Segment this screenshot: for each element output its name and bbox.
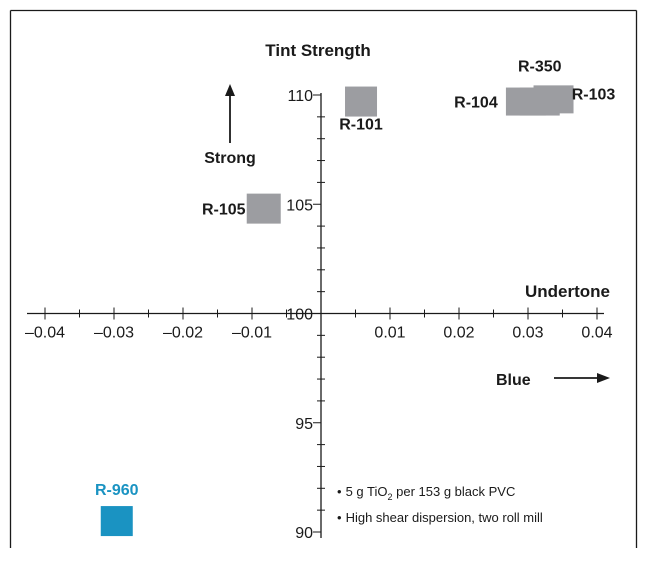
data-label-r-960: R-960 (95, 482, 139, 499)
note-2-text: High shear dispersion, two roll mill (346, 510, 543, 525)
data-label-r-350: R-350 (518, 59, 562, 76)
data-label-r-104: R-104 (454, 95, 498, 112)
x-tick-label: –0.02 (163, 325, 203, 342)
y-tick-label: 95 (295, 416, 313, 433)
strong-arrow-head-icon (225, 84, 235, 96)
note-1-bullet: • (337, 484, 342, 499)
y-tick-label: 105 (286, 197, 313, 214)
blue-label: Blue (496, 372, 531, 389)
blue-arrow-head-icon (597, 373, 610, 383)
note-1: • 5 g TiO2 per 153 g black PVC (337, 484, 515, 502)
note-1-subscript: 2 (387, 492, 392, 502)
note-1-suffix: per 153 g black PVC (393, 484, 516, 499)
x-tick-label: –0.03 (94, 325, 134, 342)
note-2: • High shear dispersion, two roll mill (337, 510, 543, 525)
data-point-r-103 (533, 85, 574, 114)
data-point-labels: R-101 R-104 R-350 R-103 R-105 R-960 (95, 59, 615, 500)
data-point-r-960 (100, 506, 133, 537)
y-tick-label: 100 (286, 307, 313, 324)
data-label-r-103: R-103 (572, 86, 616, 103)
y-tick-label: 90 (295, 525, 313, 542)
data-label-r-105: R-105 (202, 202, 246, 219)
x-axis-title: Undertone (525, 282, 610, 301)
notes: • 5 g TiO2 per 153 g black PVC • High shea… (337, 484, 543, 525)
strong-label: Strong (204, 150, 256, 167)
x-tick-label: –0.01 (232, 325, 272, 342)
data-points (100, 85, 574, 537)
note-2-bullet: • (337, 510, 342, 525)
y-tick-label: 110 (287, 88, 313, 105)
x-tick-label: 0.03 (512, 325, 543, 342)
x-tick-label: 0.01 (374, 325, 405, 342)
data-label-r-101: R-101 (339, 117, 383, 134)
x-tick-label: –0.04 (25, 325, 65, 342)
data-point-r-105 (246, 193, 281, 224)
note-1-prefix: 5 g TiO (346, 484, 388, 499)
x-tick-labels: –0.04 –0.03 –0.02 –0.01 0.01 0.02 0.03 0.04 (25, 325, 613, 342)
x-tick-label: 0.02 (443, 325, 474, 342)
x-tick-label: 0.04 (581, 325, 612, 342)
y-tick-labels: 90 95 100 105 110 (286, 88, 313, 542)
y-axis-title: Tint Strength (265, 41, 370, 60)
x-ticks (44, 307, 598, 320)
data-point-r-101 (345, 86, 378, 117)
y-ticks (313, 94, 325, 533)
